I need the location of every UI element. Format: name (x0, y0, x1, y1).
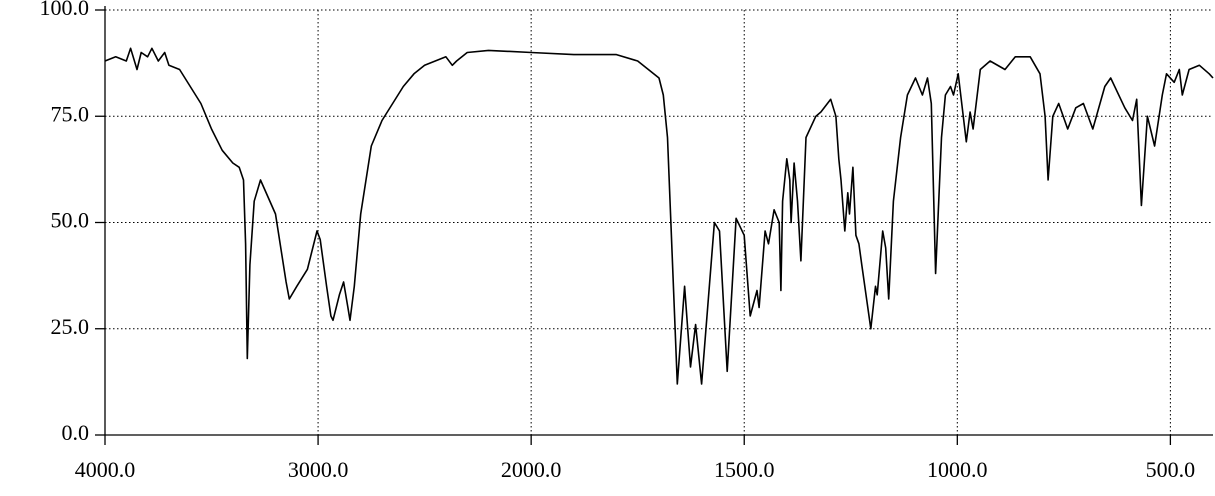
spectrum-line (104, 47, 1214, 385)
x-tick-label: 1500.0 (714, 457, 775, 482)
x-tick-label: 1000.0 (927, 457, 988, 482)
x-tick-label: 500.0 (1146, 457, 1196, 482)
y-tick-label: 100.0 (40, 0, 90, 20)
y-tick-label: 50.0 (51, 208, 90, 233)
y-tick-label: 25.0 (51, 314, 90, 339)
y-tick-label: 75.0 (51, 101, 90, 126)
x-tick-label: 3000.0 (288, 457, 349, 482)
y-tick-label: 0.0 (62, 420, 90, 445)
x-tick-label: 2000.0 (501, 457, 562, 482)
x-tick-label: 4000.0 (75, 457, 136, 482)
